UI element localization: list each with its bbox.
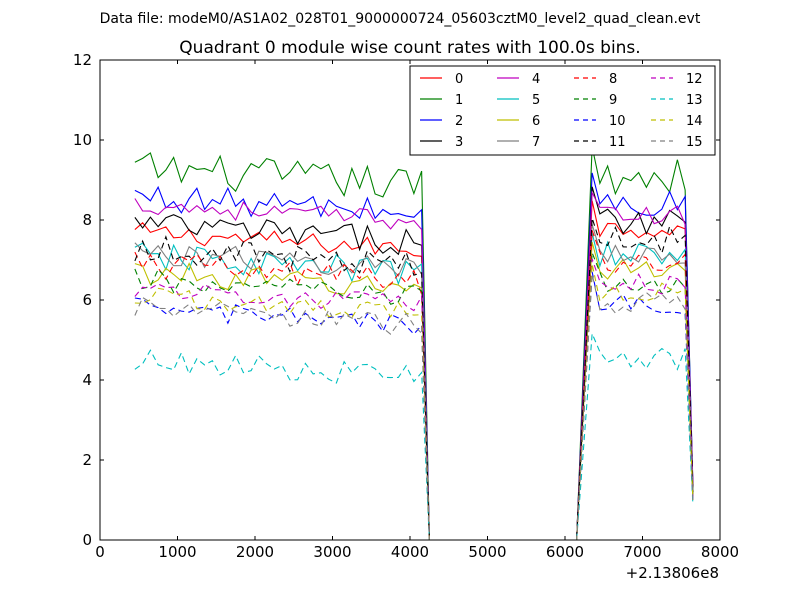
x-tick-label: 3000	[313, 543, 351, 561]
series-line-1	[134, 146, 694, 540]
legend-label-14: 14	[686, 114, 703, 129]
x-tick-label: 1000	[158, 543, 196, 561]
figure-suptitle: Data file: modeM0/AS1A02_028T01_90000007…	[100, 11, 701, 27]
legend-frame	[409, 65, 716, 156]
x-tick-label: 8000	[701, 543, 739, 561]
x-tick-label: 6000	[546, 543, 584, 561]
y-tick-label: 12	[73, 51, 92, 69]
legend-label-8: 8	[609, 72, 617, 87]
x-tick-label: 5000	[468, 543, 506, 561]
legend-label-6: 6	[532, 114, 540, 129]
x-axis: 0 1000 2000 3000 4000 5000 6000 7000 8000	[95, 60, 739, 561]
series-line-11	[134, 217, 694, 540]
legend-label-12: 12	[686, 72, 703, 87]
y-tick-label: 0	[82, 531, 92, 549]
series-line-10	[134, 271, 694, 540]
x-tick-label: 7000	[623, 543, 661, 561]
legend-label-3: 3	[455, 135, 463, 150]
series-line-4	[134, 190, 694, 540]
series-line-6	[134, 242, 694, 540]
series-line-14	[134, 263, 694, 540]
legend-label-0: 0	[455, 72, 463, 87]
y-tick-label: 2	[82, 451, 92, 469]
legend-label-13: 13	[686, 93, 703, 108]
series-line-8	[134, 230, 694, 540]
y-tick-label: 10	[73, 131, 92, 149]
legend-label-2: 2	[455, 114, 463, 129]
x-axis-offset-label: +2.13806e8	[626, 564, 719, 582]
legend-label-11: 11	[609, 135, 626, 150]
y-tick-label: 6	[82, 291, 92, 309]
series-line-7	[134, 224, 694, 540]
series-line-15	[134, 273, 694, 540]
series-line-0	[134, 200, 694, 540]
legend-label-9: 9	[609, 93, 617, 108]
legend-label-15: 15	[686, 135, 703, 150]
series-line-9	[134, 252, 694, 540]
series-line-12	[134, 258, 694, 540]
series-line-13	[134, 333, 694, 540]
x-tick-label: 0	[95, 543, 105, 561]
legend-label-1: 1	[455, 93, 463, 108]
series-line-3	[134, 186, 694, 540]
chart-title: Quadrant 0 module wise count rates with …	[179, 38, 640, 58]
y-tick-label: 4	[82, 371, 92, 389]
legend-label-10: 10	[609, 114, 626, 129]
legend-label-4: 4	[532, 72, 540, 87]
legend-label-5: 5	[532, 93, 540, 108]
x-tick-label: 2000	[236, 543, 274, 561]
y-tick-label: 8	[82, 211, 92, 229]
legend-label-7: 7	[532, 135, 540, 150]
series-layer	[134, 146, 694, 540]
x-tick-label: 4000	[391, 543, 429, 561]
series-line-2	[134, 172, 694, 540]
